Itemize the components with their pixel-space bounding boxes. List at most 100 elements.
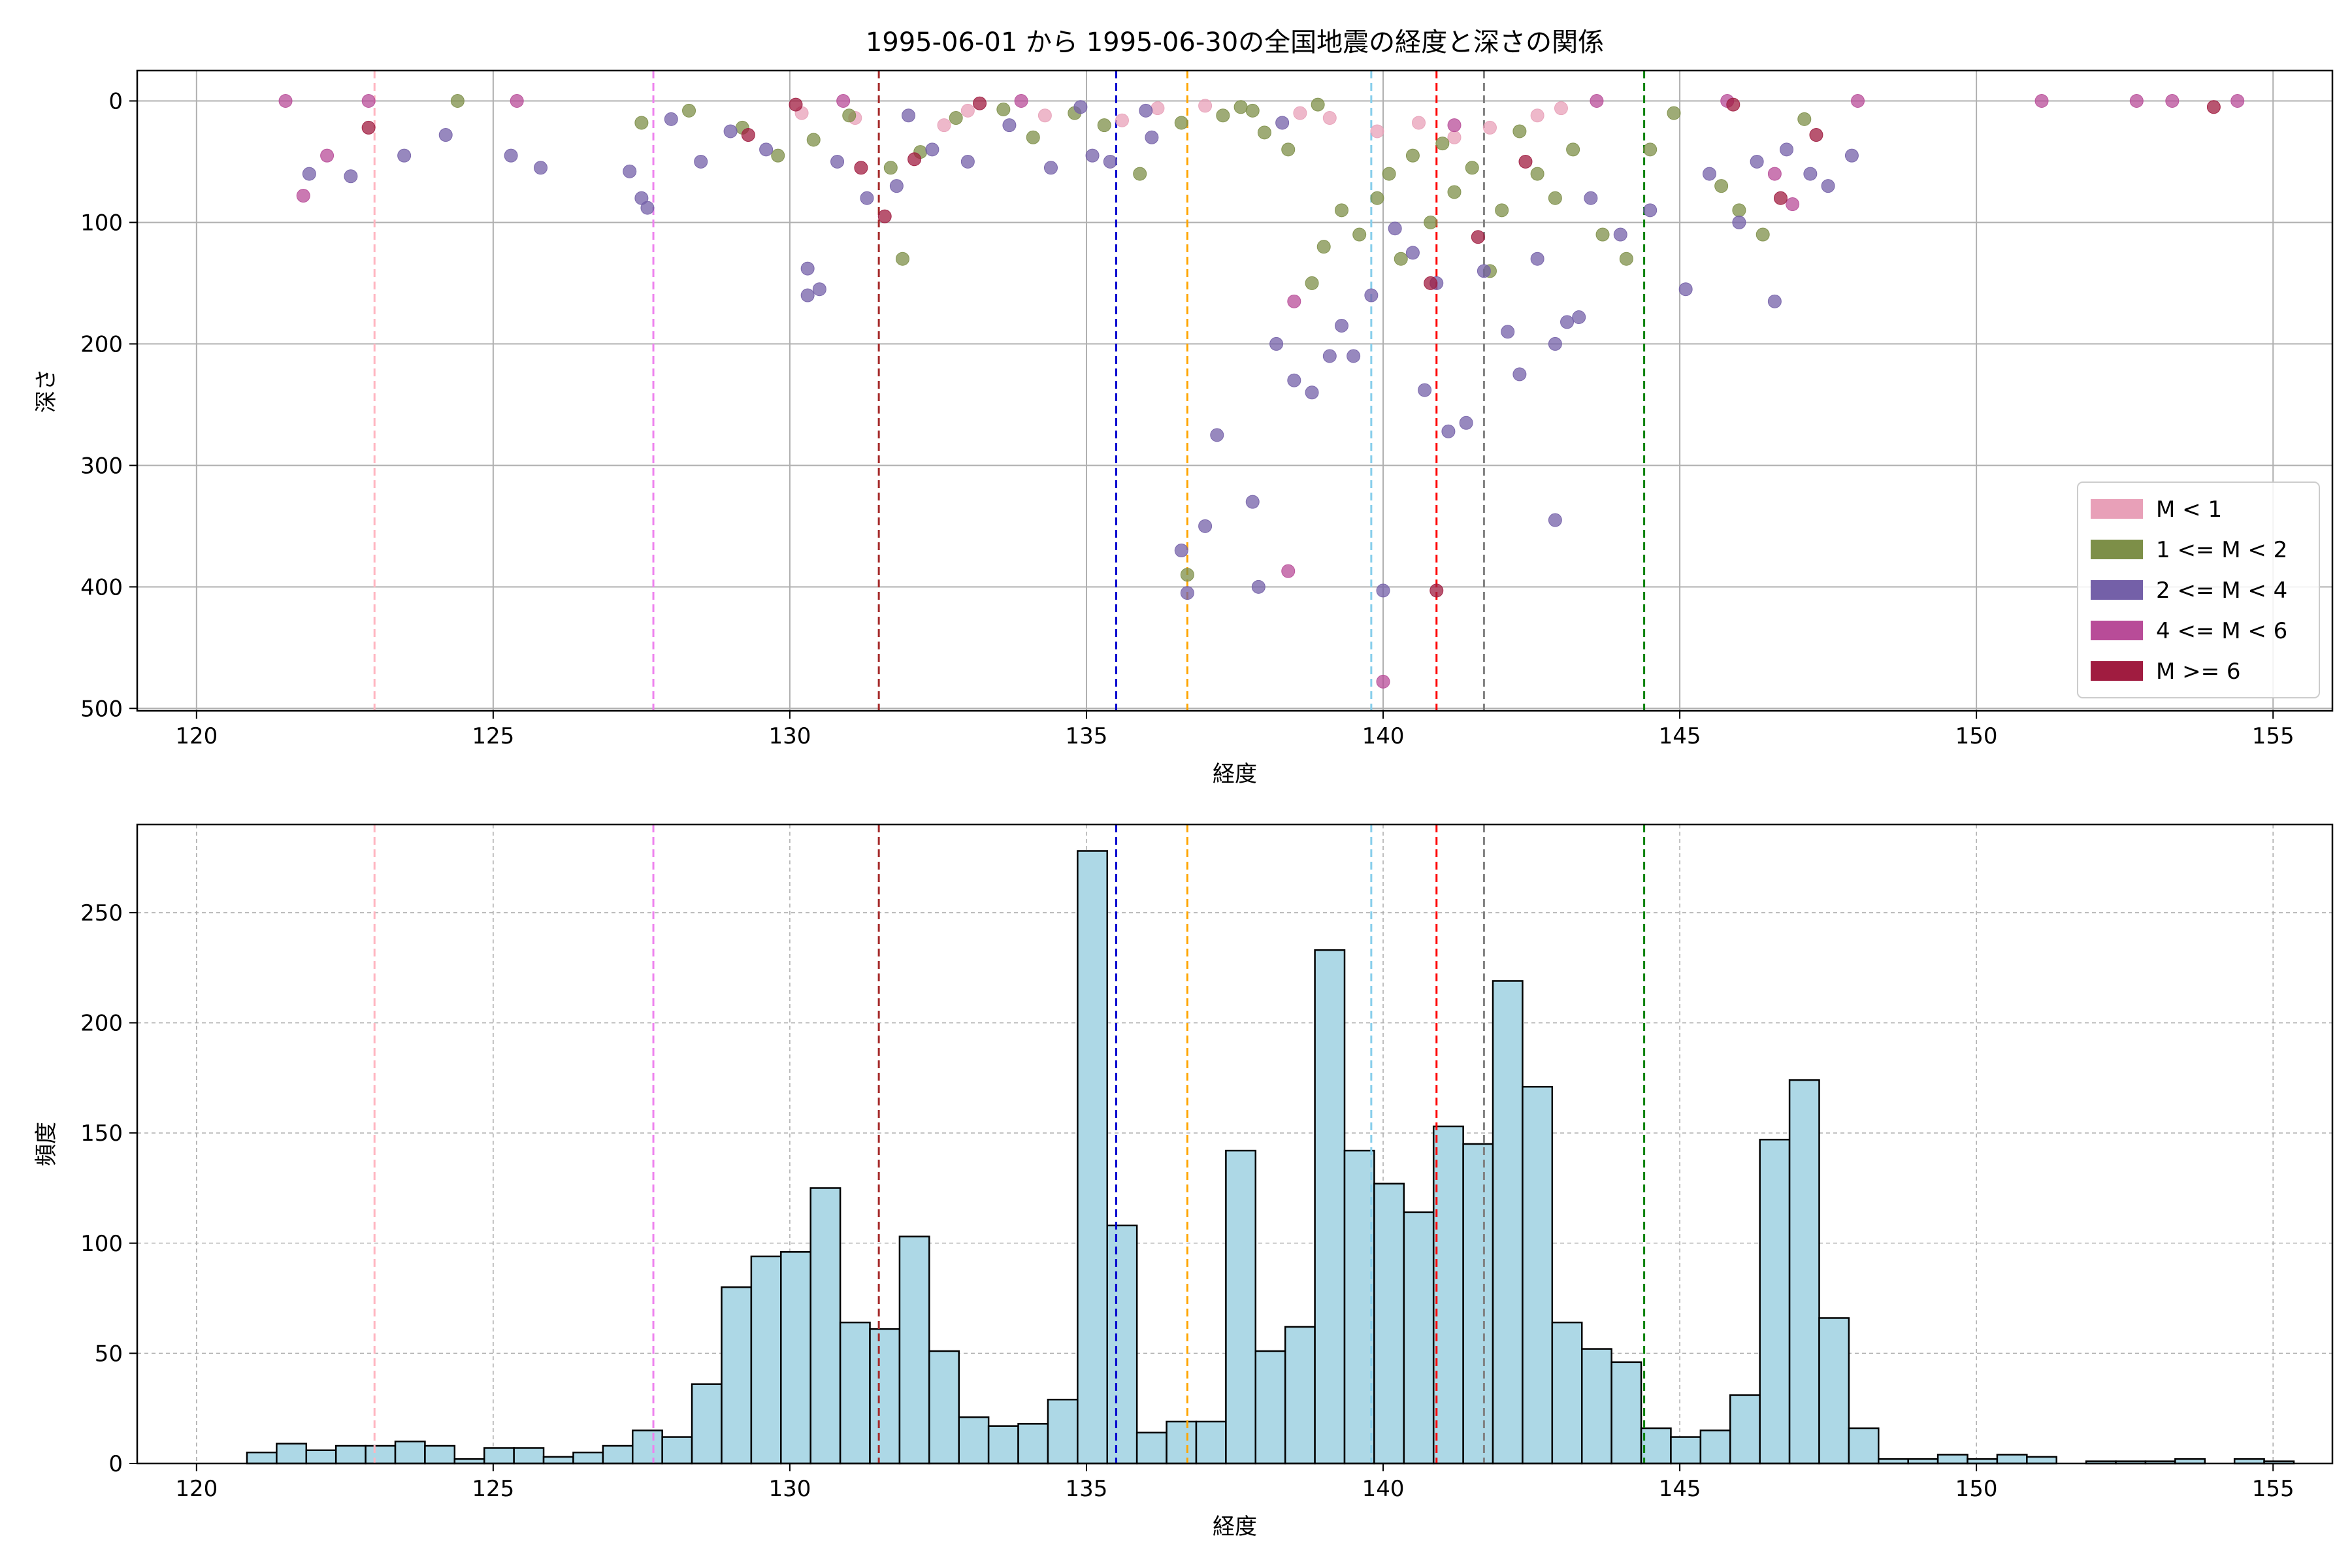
histogram-bar — [483, 1447, 515, 1465]
scatter-point — [623, 164, 637, 178]
histogram-bar — [1580, 1348, 1612, 1465]
scatter-point — [694, 154, 708, 169]
scatter-point — [278, 93, 293, 108]
scatter-point — [1281, 564, 1296, 578]
scatter-point — [1595, 227, 1610, 242]
scatter-point — [1554, 101, 1568, 116]
histogram-bar — [2026, 1456, 2057, 1465]
histogram-bar — [1610, 1361, 1642, 1465]
histogram-bar — [246, 1451, 278, 1465]
scatter-point — [1471, 230, 1485, 244]
scatter-point — [996, 103, 1011, 117]
histogram-bar — [1343, 1149, 1375, 1465]
scatter-point — [1352, 227, 1367, 242]
histogram-bar — [602, 1445, 634, 1465]
scatter-point — [361, 120, 376, 135]
hist-plot-frame — [136, 823, 2334, 1465]
scatter-point — [1305, 385, 1319, 400]
scatter-point — [450, 93, 465, 108]
scatter-point — [806, 133, 821, 147]
scatter-point — [1678, 282, 1693, 297]
histogram-bar — [691, 1383, 723, 1465]
scatter-point — [812, 282, 826, 297]
scatter-point — [1756, 227, 1770, 242]
scatter-point — [1530, 252, 1544, 266]
scatter-point — [1316, 240, 1331, 254]
scatter-point — [1643, 142, 1658, 157]
scatter-point — [1418, 383, 1432, 397]
scatter-point — [1773, 191, 1788, 205]
scatter-point — [1797, 112, 1812, 126]
scatter-point — [1174, 116, 1188, 130]
scatter-point — [1512, 367, 1527, 382]
histogram-bar — [869, 1328, 901, 1465]
scatter-point — [1548, 513, 1562, 527]
scatter-point — [504, 148, 518, 163]
scatter-point — [1145, 130, 1159, 144]
scatter-point — [1821, 179, 1835, 193]
histogram-bar — [1077, 850, 1109, 1465]
scatter-point — [1767, 167, 1782, 181]
histogram-bar — [1788, 1079, 1820, 1465]
histogram-bar — [1848, 1427, 1880, 1465]
scatter-point — [1364, 288, 1379, 302]
scatter-point — [397, 148, 412, 163]
scatter-point — [361, 93, 376, 108]
scatter-x-tick-label: 155 — [2252, 723, 2295, 749]
hist-y-tick-label: 100 — [80, 1231, 123, 1257]
scatter-point — [771, 148, 785, 163]
hist-x-tick-label: 155 — [2252, 1476, 2295, 1502]
scatter-point — [1198, 99, 1213, 113]
scatter-point — [1714, 179, 1729, 193]
histogram-bar — [1936, 1454, 1968, 1465]
scatter-point — [438, 128, 453, 142]
hist-x-tick-label: 135 — [1066, 1476, 1108, 1502]
scatter-point — [1245, 103, 1260, 118]
scatter-point — [1750, 154, 1764, 169]
scatter-point — [1512, 124, 1527, 139]
scatter-point — [1388, 221, 1402, 236]
scatter-point — [1584, 191, 1598, 205]
scatter-point — [2230, 93, 2245, 108]
scatter-point — [1014, 93, 1028, 108]
histogram-bar — [898, 1235, 930, 1465]
histogram-bar — [1284, 1326, 1316, 1465]
scatter-point — [1210, 428, 1224, 442]
scatter-point — [1518, 154, 1533, 169]
histogram-bar — [958, 1416, 990, 1465]
scatter-point — [1566, 142, 1580, 157]
histogram-bar — [721, 1286, 753, 1465]
scatter-point — [723, 124, 738, 139]
scatter-point — [1667, 106, 1681, 120]
scatter-point — [1305, 276, 1319, 290]
scatter-point — [1726, 97, 1740, 112]
scatter-y-tick-label: 400 — [80, 574, 123, 600]
histogram-bar — [1403, 1211, 1435, 1465]
histogram-bar — [1996, 1454, 2028, 1465]
hist-x-tick-label: 150 — [1955, 1476, 1998, 1502]
scatter-x-tick-label: 150 — [1955, 723, 1998, 749]
histogram-bar — [1640, 1427, 1672, 1465]
scatter-point — [937, 118, 951, 133]
scatter-point — [854, 161, 868, 175]
scatter-point — [1619, 252, 1633, 266]
scatter-y-tick-label: 100 — [80, 210, 123, 236]
histogram-bar — [1254, 1350, 1286, 1465]
legend-label: M < 1 — [2156, 497, 2222, 523]
scatter-point — [1334, 203, 1348, 218]
hist-y-tick-label: 50 — [95, 1341, 123, 1367]
scatter-point — [1115, 113, 1129, 127]
scatter-point — [1043, 161, 1058, 175]
hist-x-tick-label: 130 — [768, 1476, 811, 1502]
scatter-point — [2165, 93, 2180, 108]
scatter-point — [830, 154, 845, 169]
scatter-point — [1447, 130, 1462, 144]
scatter-point — [2206, 100, 2221, 114]
histogram-bar — [1225, 1149, 1257, 1465]
scatter-point — [1732, 203, 1746, 218]
scatter-point — [1293, 106, 1307, 120]
histogram-bar — [1729, 1394, 1761, 1465]
histogram-bar — [1373, 1183, 1405, 1465]
scatter-point — [1275, 116, 1290, 130]
